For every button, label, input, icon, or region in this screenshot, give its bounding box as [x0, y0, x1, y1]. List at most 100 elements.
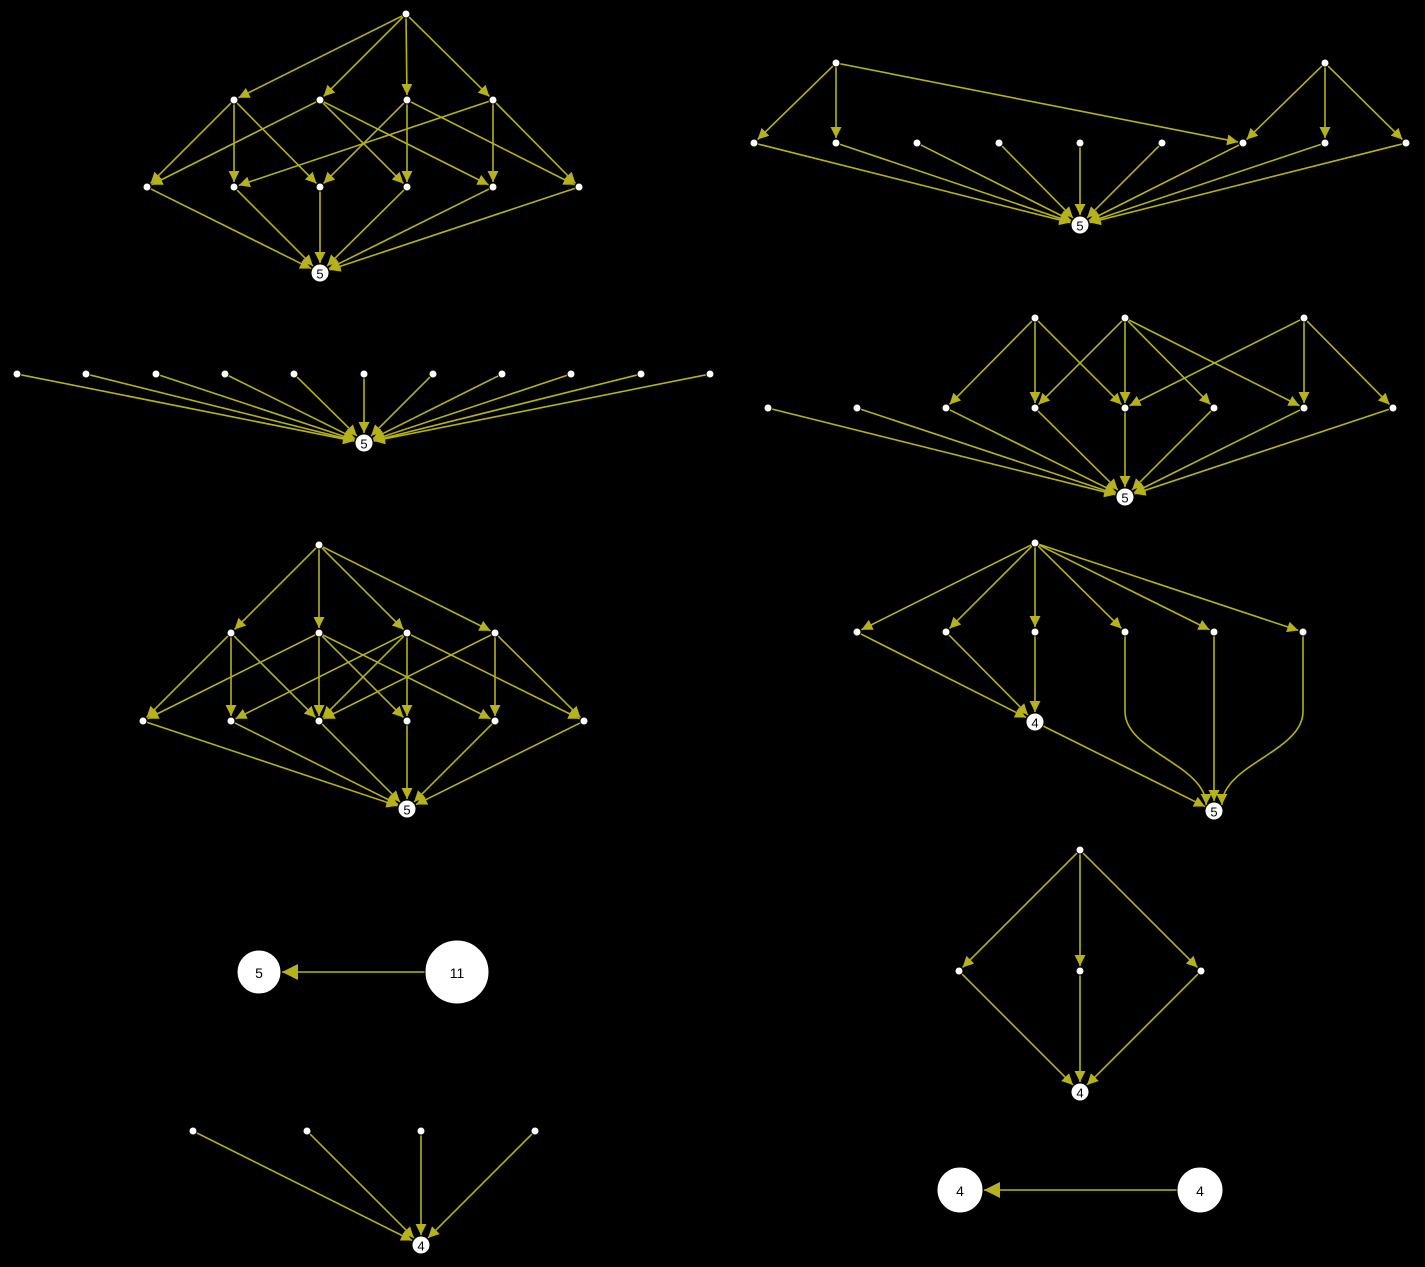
node-diamond-right-c2[interactable]: [1075, 966, 1085, 976]
graph-lattice-mid-left-edges: [145, 546, 582, 808]
node-pair-left-big[interactable]: [424, 939, 490, 1005]
graph-pair-left-nodes: 11 5: [236, 939, 490, 1005]
edge-lattice-mid-left-a4-to-b3: [323, 634, 492, 720]
node-fan-top-right-c8[interactable]: [1320, 138, 1330, 148]
node-mixed-right-2-c7[interactable]: [1299, 403, 1309, 413]
node-diamond-right-s[interactable]: [1070, 1082, 1090, 1102]
node-lattice-top-left-t[interactable]: [401, 9, 411, 19]
node-mixed-right-2-p2[interactable]: [1120, 313, 1130, 323]
node-mixed-right-2-c2[interactable]: [852, 403, 862, 413]
graph-star-row-left-nodes: 5: [12, 369, 715, 453]
node-lattice-top-left-b1[interactable]: [142, 182, 152, 192]
node-star-row-left-n4[interactable]: [220, 369, 230, 379]
node-fan-top-right-c2[interactable]: [831, 138, 841, 148]
node-diamond-right-t[interactable]: [1075, 845, 1085, 855]
node-star-row-left-n7[interactable]: [428, 369, 438, 379]
node-star-row-left-n3[interactable]: [151, 369, 161, 379]
node-star-row-left-s[interactable]: [354, 433, 374, 453]
node-fan-bottom-left-s[interactable]: [411, 1235, 431, 1255]
node-lattice-mid-left-b1[interactable]: [138, 716, 148, 726]
edge-lattice-mid-left-b2-to-s: [234, 722, 399, 806]
edge-fan-top-right-c7-to-s: [1088, 144, 1240, 222]
node-mixed-right-2-p3[interactable]: [1299, 313, 1309, 323]
node-star-row-left-n2[interactable]: [81, 369, 91, 379]
edge-fan-bottom-left-n2-to-s: [309, 1133, 415, 1239]
node-lattice-mid-left-b4[interactable]: [402, 716, 412, 726]
node-two-level-right-s[interactable]: [1204, 801, 1224, 821]
node-lattice-top-left-a2[interactable]: [315, 95, 325, 105]
node-mixed-right-2-c8[interactable]: [1388, 403, 1398, 413]
node-fan-top-right-p1[interactable]: [831, 58, 841, 68]
edge-fan-top-right-c1-to-s: [757, 143, 1071, 226]
node-fan-top-right-c7[interactable]: [1238, 138, 1248, 148]
node-lattice-top-left-b4[interactable]: [402, 182, 412, 192]
node-fan-top-right-c6[interactable]: [1157, 138, 1167, 148]
node-lattice-mid-left-b3[interactable]: [314, 716, 324, 726]
node-fan-top-right-s[interactable]: [1070, 215, 1090, 235]
graph-fan-top-right-nodes: 5: [749, 58, 1411, 235]
node-lattice-mid-left-b6[interactable]: [579, 716, 589, 726]
node-star-row-left-n8[interactable]: [497, 369, 507, 379]
node-lattice-mid-left-a2[interactable]: [314, 628, 324, 638]
node-star-row-left-n6[interactable]: [359, 369, 369, 379]
node-mixed-right-2-s[interactable]: [1115, 487, 1135, 507]
node-lattice-top-left-a4[interactable]: [488, 95, 498, 105]
node-fan-top-right-c9[interactable]: [1401, 138, 1411, 148]
node-fan-bottom-left-n4[interactable]: [530, 1126, 540, 1136]
edge-mixed-right-2-c4-to-s: [1037, 410, 1119, 491]
edge-fan-bottom-left-n1-to-s: [196, 1132, 413, 1242]
node-two-level-right-c5[interactable]: [1209, 627, 1219, 637]
node-star-row-left-n9[interactable]: [566, 369, 576, 379]
node-two-level-right-m[interactable]: [1025, 712, 1045, 732]
node-lattice-top-left-a3[interactable]: [402, 95, 412, 105]
node-label-diamond-right-s: 4: [1076, 1086, 1083, 1101]
node-mixed-right-2-c1[interactable]: [763, 403, 773, 413]
node-mixed-right-2-c5[interactable]: [1120, 403, 1130, 413]
node-two-level-right-c4[interactable]: [1120, 627, 1130, 637]
node-lattice-top-left-s[interactable]: [310, 263, 330, 283]
node-star-row-left-n10[interactable]: [636, 369, 646, 379]
node-lattice-top-left-b3[interactable]: [315, 182, 325, 192]
node-fan-top-right-p2[interactable]: [1320, 58, 1330, 68]
node-star-row-left-n11[interactable]: [705, 369, 715, 379]
node-star-row-left-n5[interactable]: [289, 369, 299, 379]
node-two-level-right-c1[interactable]: [852, 627, 862, 637]
node-fan-top-right-c5[interactable]: [1075, 138, 1085, 148]
node-lattice-mid-left-b2[interactable]: [226, 716, 236, 726]
node-fan-top-right-c3[interactable]: [912, 138, 922, 148]
edge-lattice-top-left-a2-to-b5: [323, 101, 489, 186]
node-two-level-right-c6[interactable]: [1298, 627, 1308, 637]
node-lattice-mid-left-a4[interactable]: [490, 628, 500, 638]
node-lattice-top-left-a1[interactable]: [229, 95, 239, 105]
node-fan-bottom-left-n3[interactable]: [416, 1126, 426, 1136]
edge-mixed-right-2-c8-to-s: [1134, 408, 1390, 496]
node-two-level-right-c2[interactable]: [941, 627, 951, 637]
node-lattice-mid-left-a1[interactable]: [226, 628, 236, 638]
node-lattice-mid-left-a3[interactable]: [402, 628, 412, 638]
node-mixed-right-2-c6[interactable]: [1209, 403, 1219, 413]
node-fan-top-right-c4[interactable]: [994, 138, 1004, 148]
node-fan-bottom-left-n1[interactable]: [188, 1126, 198, 1136]
node-mixed-right-2-c4[interactable]: [1030, 403, 1040, 413]
node-two-level-right-t[interactable]: [1030, 538, 1040, 548]
edge-two-level-right-c2-to-m: [948, 634, 1029, 716]
node-two-level-right-c3[interactable]: [1030, 627, 1040, 637]
node-fan-top-right-c1[interactable]: [749, 138, 759, 148]
node-pair-right-b[interactable]: [936, 1166, 984, 1214]
node-diamond-right-c1[interactable]: [954, 966, 964, 976]
node-pair-left-small[interactable]: [236, 949, 282, 995]
node-diamond-right-c3[interactable]: [1196, 966, 1206, 976]
node-lattice-top-left-b5[interactable]: [488, 182, 498, 192]
node-lattice-mid-left-t[interactable]: [314, 540, 324, 550]
node-lattice-mid-left-b5[interactable]: [490, 716, 500, 726]
node-mixed-right-2-c3[interactable]: [941, 403, 951, 413]
node-label-pair-left-small: 5: [255, 965, 263, 981]
edge-lattice-mid-left-t-to-a4: [322, 546, 491, 632]
node-pair-right-a[interactable]: [1176, 1166, 1224, 1214]
node-lattice-top-left-b6[interactable]: [574, 182, 584, 192]
node-mixed-right-2-p1[interactable]: [1030, 313, 1040, 323]
node-fan-bottom-left-n2[interactable]: [302, 1126, 312, 1136]
node-lattice-mid-left-s[interactable]: [397, 799, 417, 819]
node-lattice-top-left-b2[interactable]: [229, 182, 239, 192]
node-star-row-left-n1[interactable]: [12, 369, 22, 379]
